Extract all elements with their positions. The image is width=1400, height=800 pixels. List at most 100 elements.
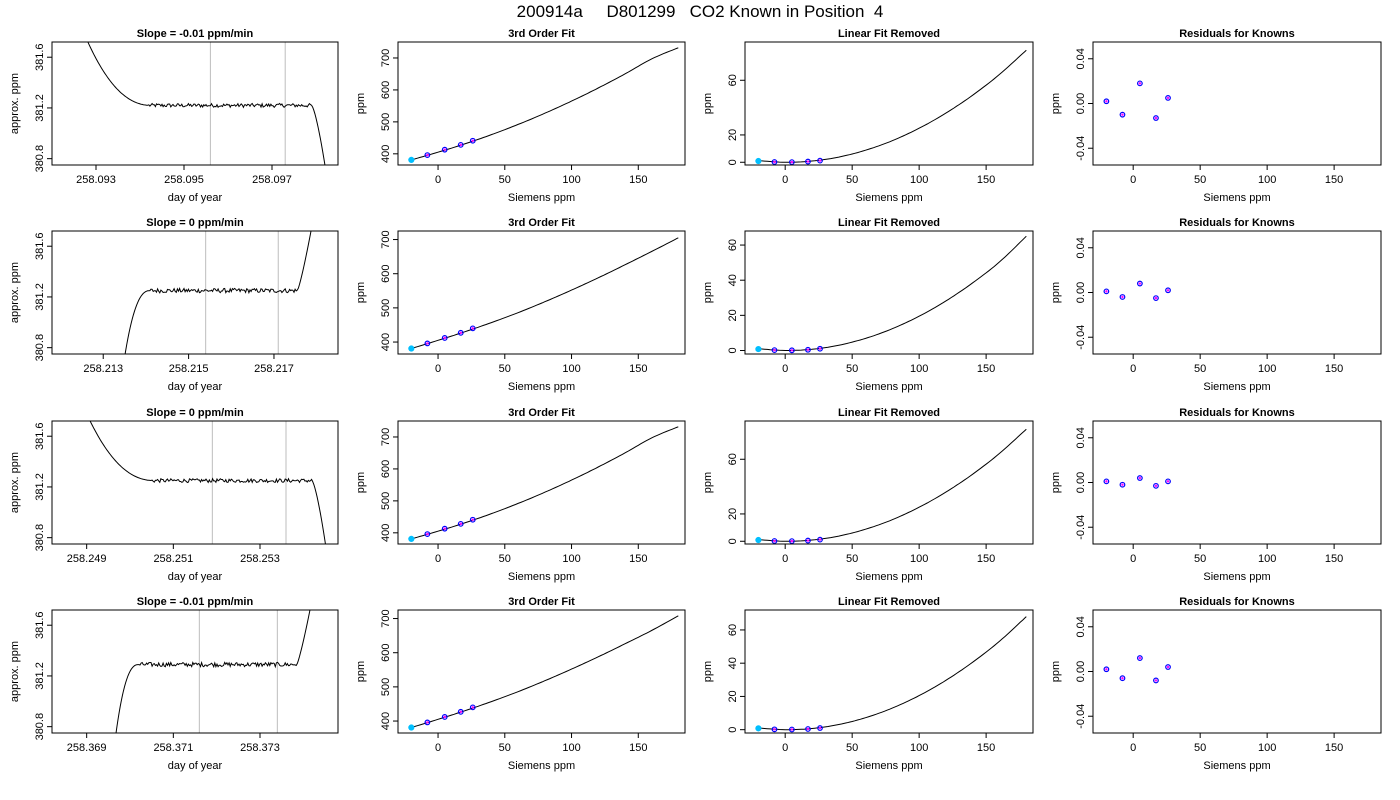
panel-title: Linear Fit Removed — [838, 596, 940, 608]
known-point — [469, 704, 476, 711]
time-series-trace — [115, 610, 311, 733]
plot-area — [408, 615, 679, 731]
known-point-center — [1166, 96, 1170, 100]
known-point — [441, 335, 448, 341]
x-axis-label: Siemens ppm — [855, 381, 922, 393]
known-point — [1153, 115, 1159, 121]
y-tick-label: 381.2 — [34, 283, 46, 311]
x-tick-label: 0 — [1130, 174, 1136, 186]
panel-3-3: Linear Fit Removed 0 50 100 150 Siemens ppm 0 2… — [702, 407, 1034, 583]
plot-area — [408, 237, 679, 352]
known-point — [1153, 677, 1159, 684]
known-point — [755, 725, 762, 732]
known-point-center — [1105, 290, 1108, 293]
known-point-center — [818, 347, 822, 350]
known-point — [469, 137, 476, 144]
y-tick-label: 500 — [380, 492, 392, 510]
known-point — [457, 708, 464, 715]
y-tick-label: 380.8 — [34, 524, 46, 552]
known-point-center — [773, 160, 776, 164]
known-point — [457, 141, 464, 148]
known-point — [788, 159, 795, 165]
x-tick-label: 100 — [562, 363, 580, 375]
known-point — [457, 520, 464, 527]
plot-frame — [744, 420, 1034, 545]
known-point-center — [806, 539, 810, 542]
x-tick-label: 50 — [846, 174, 858, 186]
y-tick-label: 600 — [380, 81, 392, 99]
x-tick-label: 50 — [846, 363, 858, 375]
plot-frame — [1092, 420, 1382, 545]
panel-3-2: 3rd Order Fit 0 50 100 150 Siemens ppm 400 500 6… — [355, 407, 686, 583]
known-point-center — [806, 160, 810, 163]
y-axis-label: ppm — [702, 472, 714, 493]
known-point-center — [471, 139, 474, 142]
known-point-center — [790, 728, 794, 731]
x-axis-label: Siemens ppm — [855, 192, 922, 204]
x-tick-label: 0 — [782, 174, 788, 186]
panel-title: 3rd Order Fit — [508, 28, 575, 40]
panel-2-3: Linear Fit Removed 0 50 100 150 Siemens ppm 0 2… — [702, 217, 1034, 393]
known-point — [1103, 478, 1110, 485]
y-axis-label: ppm — [1050, 93, 1062, 114]
known-point-center — [1154, 116, 1158, 120]
known-point — [788, 538, 795, 544]
y-tick-label: 0.04 — [1075, 237, 1087, 258]
x-axis-label: Siemens ppm — [508, 760, 575, 772]
y-tick-label: 0.04 — [1075, 616, 1087, 637]
known-point-center — [806, 348, 810, 351]
x-tick-label: 0 — [782, 363, 788, 375]
known-point-center — [1121, 113, 1124, 116]
known-point — [805, 537, 811, 544]
y-tick-label: 0.00 — [1075, 472, 1087, 493]
known-point — [408, 156, 415, 163]
panel-1-2: 3rd Order Fit 0 50 100 150 Siemens ppm 400 500 6… — [355, 28, 686, 204]
x-tick-label: 0 — [782, 742, 788, 754]
x-tick-label: 50 — [846, 553, 858, 565]
panel-title: Residuals for Knowns — [1179, 217, 1295, 229]
known-point — [1103, 666, 1110, 673]
time-series-trace — [89, 421, 326, 544]
known-point-center — [1138, 82, 1142, 85]
x-axis-label: day of year — [168, 381, 223, 393]
panel-title: Slope = -0.01 ppm/min — [137, 28, 254, 40]
known-point-center — [426, 532, 429, 536]
y-tick-label: 0 — [727, 159, 739, 165]
known-point — [408, 724, 415, 731]
plot-frame — [51, 609, 339, 734]
known-point — [755, 157, 762, 165]
plot-frame — [1092, 41, 1382, 166]
panel-2-4: Residuals for Knowns 0 50 100 150 Siemens ppm… — [1050, 217, 1382, 393]
fit-curve — [758, 235, 1027, 351]
y-axis-label: ppm — [355, 661, 367, 682]
x-axis-label: Siemens ppm — [855, 760, 922, 772]
fit-curve — [758, 616, 1027, 731]
known-point — [1165, 287, 1171, 294]
plot-frame — [397, 41, 686, 166]
known-point-center — [471, 518, 474, 521]
y-tick-label: 381.2 — [34, 662, 46, 690]
known-point-center — [1154, 296, 1158, 300]
x-tick-label: 258.369 — [67, 742, 107, 754]
x-tick-label: 0 — [1130, 742, 1136, 754]
known-point-center — [1105, 480, 1108, 483]
x-tick-label: 100 — [562, 742, 580, 754]
time-series-trace — [124, 231, 312, 354]
y-tick-label: 381.6 — [34, 422, 46, 450]
x-tick-label: 258.093 — [76, 174, 116, 186]
panel-title: 3rd Order Fit — [508, 407, 575, 419]
y-tick-label: 380.8 — [34, 334, 46, 362]
known-point-center — [471, 327, 474, 330]
y-tick-label: -0.04 — [1075, 515, 1087, 540]
known-point — [424, 719, 431, 726]
panel-title: Residuals for Knowns — [1179, 407, 1295, 419]
x-tick-label: 50 — [499, 174, 511, 186]
x-tick-label: 0 — [1130, 553, 1136, 565]
known-point-center — [1138, 656, 1142, 660]
known-point — [457, 329, 464, 336]
x-tick-label: 0 — [1130, 363, 1136, 375]
x-tick-label: 50 — [846, 742, 858, 754]
known-point — [424, 340, 431, 347]
plot-area — [408, 47, 679, 163]
